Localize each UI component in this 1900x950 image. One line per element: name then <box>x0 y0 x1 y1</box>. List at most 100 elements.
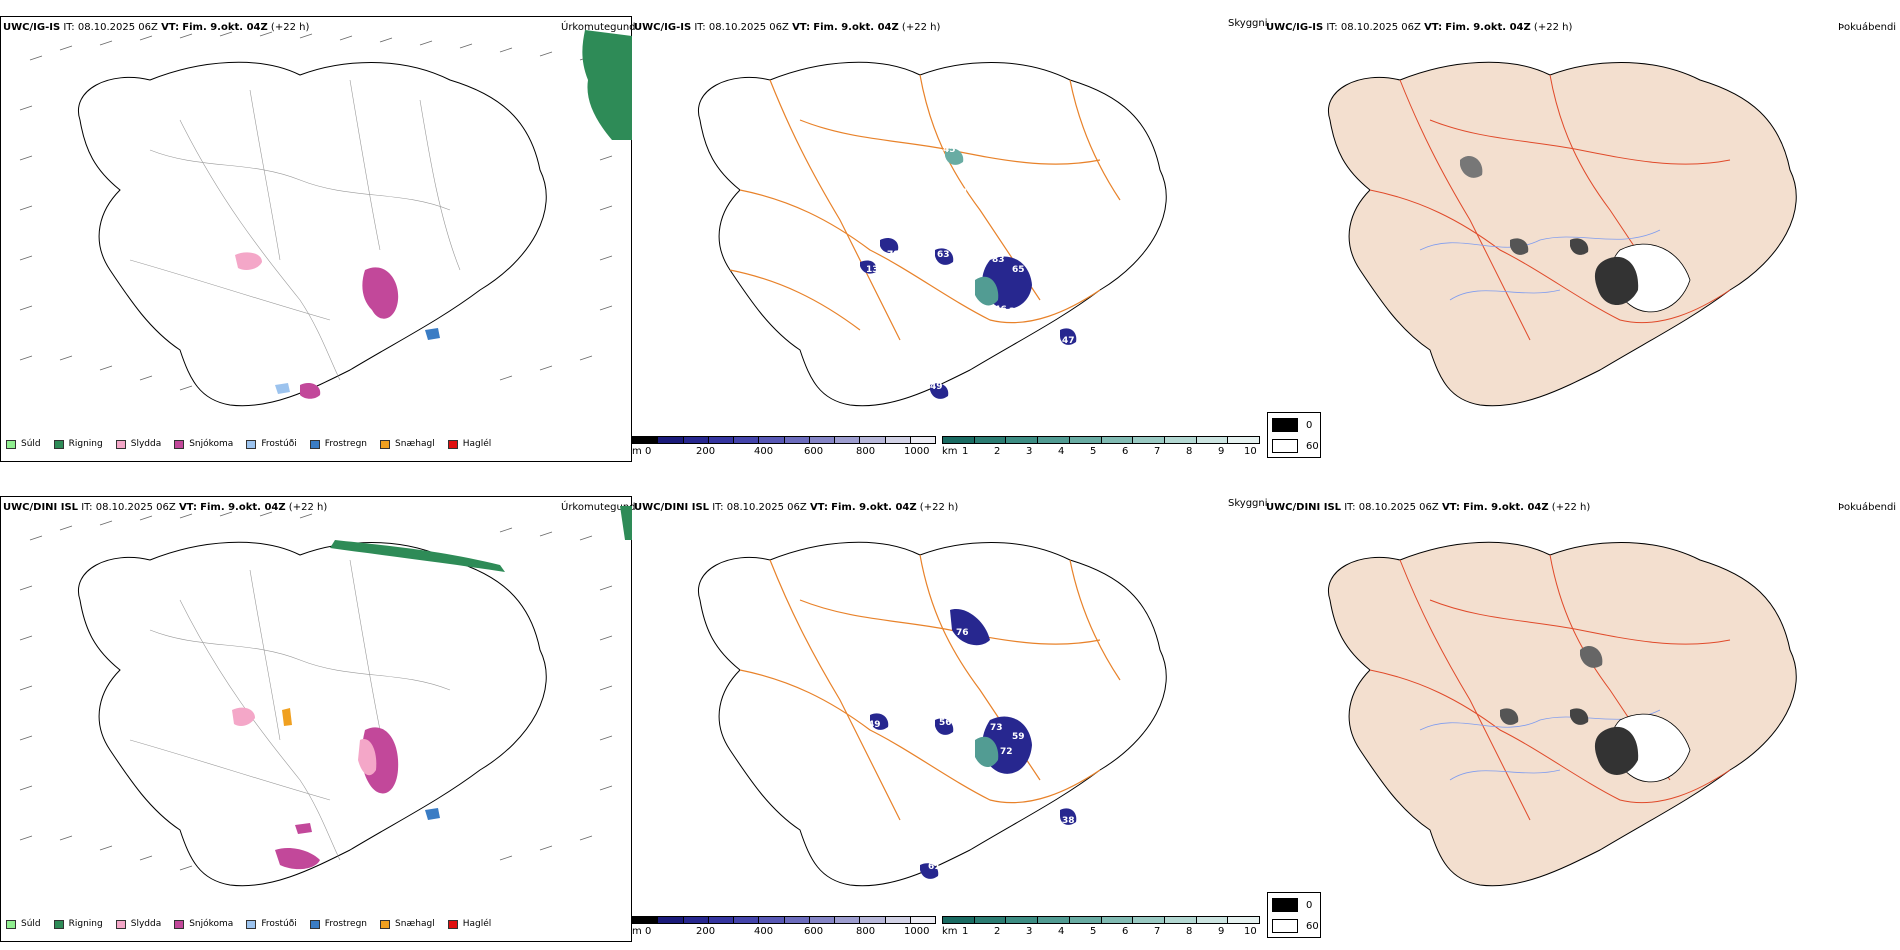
visibility-cell-4 <box>1069 437 1102 443</box>
vt-label: VT: <box>1424 22 1443 33</box>
legend-item-frostudi: Frostúði <box>246 439 297 449</box>
model-name: UWC/DINI ISL <box>3 502 79 513</box>
peak-label: 131 <box>866 265 885 275</box>
legend-label: Frostregn <box>324 439 368 449</box>
visibility-cell-8 <box>1196 437 1229 443</box>
run-header: UWC/DINI ISL IT: 08.10.2025 06Z VT: Fim.… <box>634 502 958 514</box>
legend-label: Súld <box>21 919 41 929</box>
legend-swatch-0 <box>6 439 16 449</box>
visibility-cell-6 <box>1133 437 1165 443</box>
row-1: UWC/IG-IS IT: 08.10.2025 06Z VT: Fim. 9.… <box>0 0 1900 470</box>
visibility-tick: 7 <box>1154 446 1161 457</box>
visibility-map <box>697 541 1167 887</box>
visibility-tick: 8 <box>1186 446 1193 457</box>
peak-label: 70 <box>888 720 901 730</box>
vt-label: VT: <box>809 502 828 513</box>
legend-swatch-4 <box>246 439 257 449</box>
precip-panel-title: Úrkomutegund <box>561 22 636 33</box>
legend-swatch-7 <box>447 439 458 449</box>
legend-swatch-0 <box>6 919 16 929</box>
legend-item-haglel: Haglél <box>447 439 491 449</box>
model-name: UWC/DINI ISL <box>1266 502 1342 513</box>
cloudbase-tick: 0 <box>645 446 652 457</box>
cloudbase-cell-0 <box>633 437 659 443</box>
visibility-tick: 6 <box>1122 926 1129 937</box>
cloudbase-tick: 400 <box>754 446 774 457</box>
it-label: IT: <box>712 502 724 513</box>
cloudbase-cell-1 <box>658 917 684 923</box>
vt-value: Fim. 9.okt. 04Z <box>1463 502 1549 513</box>
legend-label: Rigning <box>68 439 103 449</box>
cloudbase-cell-6 <box>784 437 810 443</box>
legend-swatch-7 <box>447 919 458 929</box>
cloudbase-tick: 800 <box>856 926 876 937</box>
legend-swatch-6 <box>380 439 391 449</box>
peak-label: 49 <box>930 382 943 392</box>
cloudbase-unit: m <box>632 446 642 457</box>
peak-label: 72 <box>1000 747 1013 757</box>
peak-label: 61 <box>928 862 941 872</box>
legend-swatch-2 <box>115 919 126 929</box>
fog-swatch <box>1272 439 1298 453</box>
visibility-cell-0 <box>943 917 975 923</box>
legend-swatch-2 <box>115 439 126 449</box>
visibility-tick: 5 <box>1090 926 1097 937</box>
peak-label: 63 <box>937 250 950 260</box>
fog-legend-item: 0 <box>1272 898 1312 912</box>
peak-label: 49 <box>868 720 881 730</box>
lead-time: (+22 h) <box>270 22 310 33</box>
peak-label: 65 <box>1012 265 1025 275</box>
vt-value: Fim. 9.okt. 04Z <box>813 22 899 33</box>
visibility-cell-0 <box>943 437 975 443</box>
legend-item-frostregn: Frostregn <box>309 919 367 929</box>
it-label: IT: <box>81 502 93 513</box>
lead-time: (+22 h) <box>288 502 328 513</box>
model-name: UWC/IG-IS <box>3 22 61 33</box>
fog-panel-title: Þokuábendi <box>1838 22 1897 33</box>
cloudbase-cell-8 <box>835 437 861 443</box>
visibility-tick: 3 <box>1026 926 1033 937</box>
legend-label: Snjókoma <box>189 439 234 449</box>
visibility-colorbar: km 1 2 3 4 5 6 7 8 9 10 <box>942 436 1260 462</box>
peak-label: 45 <box>943 145 956 155</box>
it-value: 08.10.2025 06Z <box>708 22 789 33</box>
cloudbase-tick: 600 <box>804 446 824 457</box>
peak-label: 230 <box>1009 307 1028 317</box>
peak-label: 76 <box>956 628 969 638</box>
visibility-unit: km <box>942 446 958 457</box>
cloudbase-cell-11 <box>910 437 935 443</box>
cloudbase-cell-0 <box>633 917 659 923</box>
visibility-tick: 2 <box>994 926 1001 937</box>
cloudbase-cell-5 <box>759 917 785 923</box>
peak-label: 18 <box>923 270 936 280</box>
visibility-panel-title: Skyggni <box>1228 18 1268 29</box>
visibility-colorbar: km 1 2 3 4 5 6 7 8 9 10 <box>942 916 1260 942</box>
peak-label: 47 <box>1062 336 1075 346</box>
run-header: UWC/IG-IS IT: 08.10.2025 06Z VT: Fim. 9.… <box>3 22 309 34</box>
cloudbase-cell-6 <box>784 917 810 923</box>
cloudbase-cell-2 <box>683 917 709 923</box>
legend-label: Slydda <box>130 919 162 929</box>
precip-map-frame <box>0 496 632 942</box>
legend-label: Frostúði <box>261 439 297 449</box>
legend-label: Haglél <box>462 919 492 929</box>
cloudbase-cell-3 <box>708 437 734 443</box>
cloudbase-tick: 600 <box>804 926 824 937</box>
vt-label: VT: <box>1441 502 1460 513</box>
cloudbase-cell-10 <box>885 917 911 923</box>
visibility-cell-6 <box>1133 917 1165 923</box>
run-header: UWC/IG-IS IT: 08.10.2025 06Z VT: Fim. 9.… <box>1266 22 1572 34</box>
visibility-cell-2 <box>1006 437 1039 443</box>
fog-swatch <box>1272 898 1298 912</box>
legend-item-snjokoma: Snjókoma <box>174 439 233 449</box>
cloudbase-colorbar-cells <box>632 916 936 924</box>
visibility-tick: 10 <box>1244 446 1257 457</box>
precip-map <box>19 506 632 887</box>
fog-value: 0 <box>1306 899 1313 911</box>
cloudbase-cell-7 <box>809 437 835 443</box>
visibility-tick: 10 <box>1244 926 1257 937</box>
legend-swatch-1 <box>53 439 64 449</box>
fog-value: 60 <box>1306 440 1319 452</box>
vt-value: Fim. 9.okt. 04Z <box>182 22 268 33</box>
cloudbase-cell-8 <box>835 917 861 923</box>
